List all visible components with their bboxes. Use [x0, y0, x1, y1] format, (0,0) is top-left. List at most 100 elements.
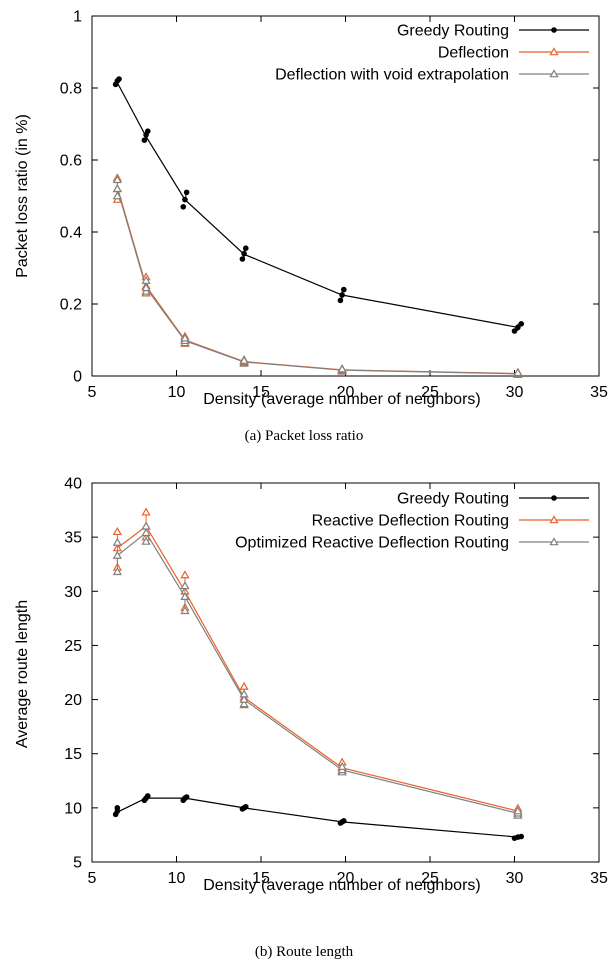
x-tick-label: 30 — [506, 870, 524, 887]
data-point — [239, 699, 249, 708]
data-point — [239, 256, 246, 262]
data-point — [182, 196, 188, 203]
data-point — [112, 550, 122, 559]
chart-a-xlabel: Density (average number of neighbors) — [203, 391, 480, 408]
data-point — [112, 526, 122, 536]
legend-label: Reactive Deflection Routing — [312, 513, 509, 530]
data-point — [116, 76, 122, 82]
data-point — [337, 761, 347, 771]
data-point — [242, 245, 249, 251]
x-tick-label: 20 — [337, 870, 355, 887]
x-tick-label: 5 — [88, 870, 97, 887]
data-point — [241, 250, 247, 257]
chart-route-length: Average route length Density (average nu… — [14, 476, 608, 961]
y-tick-label: 25 — [64, 638, 82, 655]
y-tick-label: 0 — [73, 369, 82, 386]
legend: Greedy Routing Reactive Deflection Routin… — [235, 491, 589, 552]
data-point — [183, 794, 190, 800]
x-tick-label: 10 — [168, 384, 186, 401]
x-tick-label: 35 — [590, 870, 608, 887]
x-tick-label: 5 — [88, 384, 97, 401]
data-point — [242, 803, 249, 810]
data-point — [239, 355, 249, 364]
series-line — [116, 188, 518, 375]
series-line — [117, 797, 518, 838]
series-greedy-routing — [112, 793, 525, 841]
data-point — [239, 694, 249, 703]
y-tick-label: 0.6 — [60, 153, 82, 170]
x-tick-label: 35 — [590, 384, 608, 401]
data-point — [141, 137, 148, 143]
data-point — [112, 566, 122, 576]
series-greedy-routing — [112, 76, 525, 334]
x-tick-label: 25 — [421, 384, 439, 401]
data-point — [341, 286, 347, 293]
chart-a-caption: (a) Packet loss ratio — [245, 428, 364, 444]
data-point — [141, 275, 151, 284]
x-tick-label: 15 — [252, 384, 270, 401]
data-point — [141, 507, 151, 516]
chart-a-ylabel: Packet loss ratio (in %) — [14, 114, 31, 278]
data-point — [112, 537, 122, 546]
x-tick-label: 20 — [337, 384, 355, 401]
legend-marker — [549, 515, 559, 524]
data-point — [337, 297, 344, 304]
data-point — [180, 570, 190, 579]
data-point — [239, 689, 249, 698]
y-tick-label: 15 — [64, 746, 82, 763]
data-point — [180, 605, 190, 615]
y-tick-label: 5 — [73, 855, 82, 872]
series-line — [116, 186, 518, 375]
data-point — [144, 128, 151, 134]
legend-label: Greedy Routing — [397, 491, 509, 508]
series-optimized-reactive-deflection-routing — [112, 521, 523, 819]
data-point — [180, 581, 190, 590]
data-point — [337, 364, 347, 373]
data-point — [112, 191, 122, 200]
data-point — [513, 367, 523, 377]
data-point — [141, 282, 151, 292]
data-point — [141, 528, 151, 537]
legend-label: Deflection with void extrapolation — [275, 67, 509, 84]
data-point — [183, 189, 190, 196]
chart-b-caption: (b) Route length — [255, 944, 354, 960]
legend-marker — [551, 27, 557, 33]
y-tick-label: 30 — [64, 584, 82, 601]
legend-marker — [549, 47, 559, 56]
data-point — [341, 818, 347, 824]
y-tick-label: 1 — [73, 9, 82, 26]
data-point — [112, 174, 122, 184]
data-point — [511, 328, 518, 334]
data-point — [513, 806, 523, 815]
data-point — [339, 292, 345, 298]
y-tick-label: 20 — [64, 692, 82, 709]
y-tick-label: 10 — [64, 800, 82, 817]
series-reactive-deflection-routing — [112, 507, 523, 817]
y-tick-label: 0.2 — [60, 297, 82, 314]
data-point — [239, 681, 249, 690]
chart-b-xlabel: Density (average number of neighbors) — [203, 877, 480, 894]
chart-packet-loss-ratio: Packet loss ratio (in %) Density (averag… — [14, 9, 608, 445]
series-deflection-with-void-extrapolation — [112, 174, 523, 378]
legend-marker — [549, 537, 559, 546]
legend-marker — [551, 495, 557, 501]
legend-label: Greedy Routing — [397, 23, 509, 40]
y-tick-label: 0.8 — [60, 81, 82, 98]
series-line — [116, 82, 519, 328]
legend-label: Optimized Reactive Deflection Routing — [235, 535, 509, 552]
x-tick-label: 10 — [168, 870, 186, 887]
data-point — [114, 805, 121, 811]
y-tick-label: 0.4 — [60, 225, 82, 242]
data-point — [515, 324, 521, 331]
legend-label: Deflection — [438, 45, 509, 62]
data-point — [180, 591, 190, 601]
data-point — [144, 793, 151, 799]
x-tick-label: 15 — [252, 870, 270, 887]
data-point — [180, 333, 190, 342]
series-line — [116, 531, 519, 814]
data-point — [141, 536, 151, 545]
x-tick-label: 30 — [506, 384, 524, 401]
legend-marker — [549, 69, 559, 78]
series-line — [116, 525, 519, 812]
